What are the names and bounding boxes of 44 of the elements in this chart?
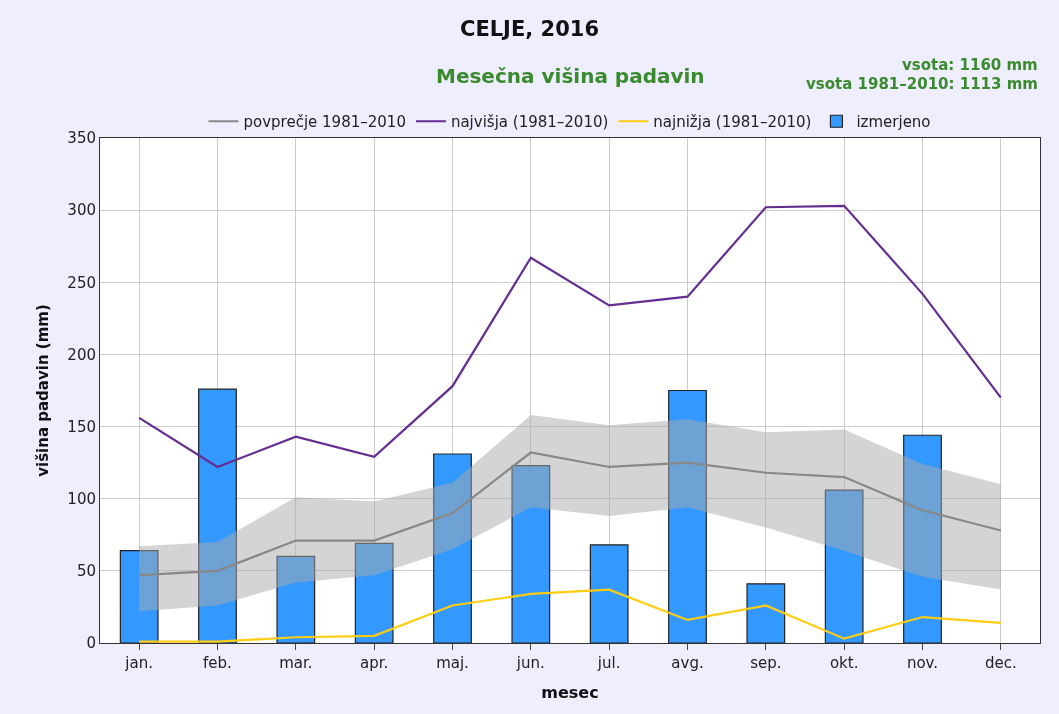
x-tick-label: jul. bbox=[596, 654, 621, 672]
x-tick-label: jun. bbox=[515, 654, 545, 672]
x-tick-label: sep. bbox=[750, 654, 782, 672]
bar bbox=[511, 464, 551, 643]
bar bbox=[746, 583, 786, 643]
chart-subtitle: Mesečna višina padavin bbox=[436, 64, 705, 88]
bar bbox=[354, 542, 394, 643]
legend-label: povprečje 1981–2010 bbox=[243, 113, 406, 132]
bar bbox=[433, 453, 472, 643]
x-tick-label: okt. bbox=[829, 654, 859, 672]
bar bbox=[276, 555, 316, 643]
x-tick-label: avg. bbox=[671, 654, 704, 672]
legend-label: najvišja (1981–2010) bbox=[450, 113, 609, 132]
line-series bbox=[138, 451, 1002, 577]
bar bbox=[119, 550, 159, 643]
x-axis-title: mesec bbox=[541, 682, 599, 702]
text: vsota: 1160 mm bbox=[902, 56, 1038, 74]
y-tick-label: 250 bbox=[67, 273, 96, 292]
x-tick-label: feb. bbox=[203, 654, 232, 672]
bar bbox=[903, 434, 942, 643]
text: vsota 1981–2010: 1113 mm bbox=[806, 75, 1038, 93]
x-tick-label: apr. bbox=[360, 654, 389, 672]
legend-label: izmerjeno bbox=[856, 113, 931, 132]
x-tick-label: dec. bbox=[984, 654, 1017, 672]
line-series bbox=[138, 588, 1002, 643]
y-tick-label: 350 bbox=[67, 129, 96, 148]
x-tick-label: jan. bbox=[124, 654, 153, 672]
bar bbox=[198, 388, 237, 643]
chart-title: CELJE, 2016 bbox=[459, 17, 600, 42]
bar bbox=[589, 544, 629, 643]
x-tick-label: mar. bbox=[279, 654, 313, 672]
y-tick-label: 100 bbox=[67, 489, 96, 508]
x-tick-label: maj. bbox=[436, 654, 469, 672]
y-tick-label: 150 bbox=[67, 417, 96, 436]
legend-label: najnižja (1981–2010) bbox=[653, 113, 812, 132]
bar bbox=[824, 489, 864, 643]
x-tick-label: nov. bbox=[906, 654, 939, 672]
y-tick-label: 50 bbox=[76, 562, 96, 581]
y-axis-title: višina padavin (mm) bbox=[33, 304, 52, 477]
y-tick-label: 300 bbox=[67, 201, 96, 220]
y-tick-label: 0 bbox=[86, 634, 96, 653]
y-tick-label: 200 bbox=[67, 345, 96, 364]
bar bbox=[668, 389, 707, 643]
line-series bbox=[138, 204, 1002, 469]
